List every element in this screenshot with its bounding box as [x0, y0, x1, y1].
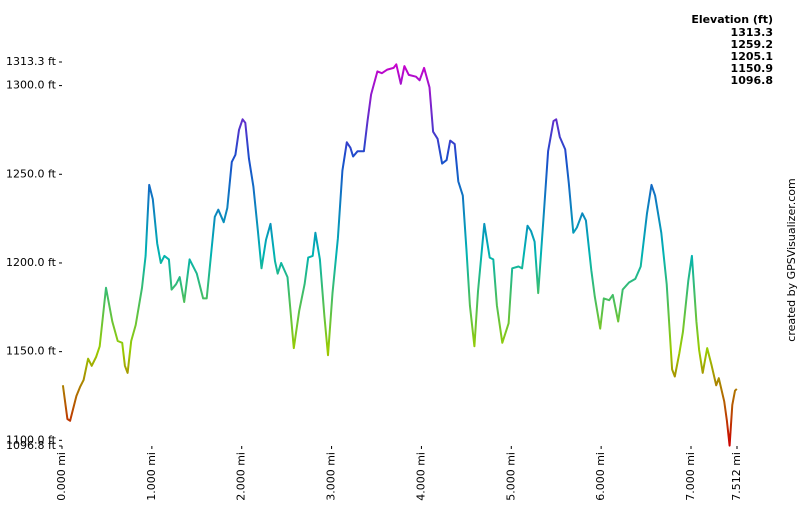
y-tick-label: 1313.3 ft — [6, 55, 57, 68]
y-tick-label: 1200.0 ft — [6, 256, 57, 269]
x-tick-label: 2.000 mi — [235, 452, 248, 501]
x-tick-label: 7.512 mi — [730, 452, 743, 501]
y-tick-label: 1300.0 ft — [6, 79, 57, 92]
legend-value: 1150.9 — [731, 62, 773, 75]
x-tick-label: 3.000 mi — [325, 452, 338, 501]
legend-title: Elevation (ft) — [691, 13, 773, 26]
elevation-line — [61, 63, 738, 447]
x-tick-label: 0.000 mi — [55, 452, 68, 501]
x-tick-label: 5.000 mi — [504, 452, 517, 501]
y-tick-label: 1250.0 ft — [6, 167, 57, 180]
y-tick-label: 1150.0 ft — [6, 345, 57, 358]
legend-value: 1096.8 — [731, 74, 773, 87]
y-tick-label: 1096.8 ft — [6, 439, 57, 452]
legend-value: 1259.2 — [731, 38, 773, 51]
legend-value: 1313.3 — [731, 26, 773, 39]
y-tick-label: 1100.0 ft — [6, 433, 57, 446]
x-tick-label: 6.000 mi — [594, 452, 607, 501]
x-tick-label: 1.000 mi — [145, 452, 158, 501]
x-tick-label: 7.000 mi — [684, 452, 697, 501]
credit: created by GPSVisualizer.com — [785, 178, 798, 341]
legend-value: 1205.1 — [731, 50, 773, 63]
x-tick-label: 4.000 mi — [414, 452, 427, 501]
